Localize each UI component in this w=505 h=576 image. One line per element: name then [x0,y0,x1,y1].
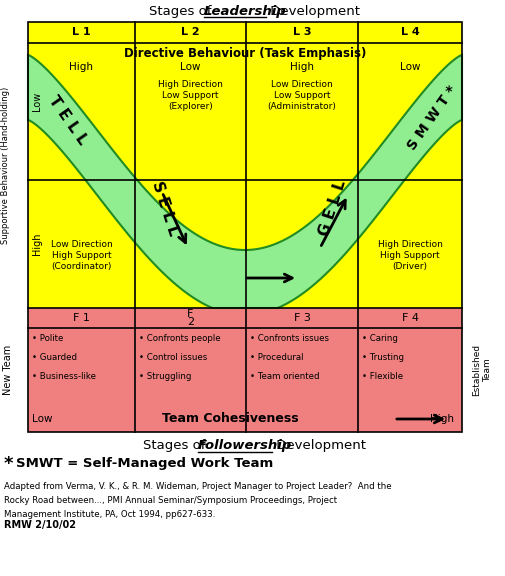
Text: Adapted from Verma, V. K., & R. M. Wideman, Project Manager to Project Leader?  : Adapted from Verma, V. K., & R. M. Widem… [4,482,391,491]
Text: Stages of: Stages of [143,439,210,453]
Text: F 3: F 3 [293,313,311,323]
Text: High: High [32,233,42,255]
Text: Development: Development [272,439,366,453]
Text: Established
Team: Established Team [472,344,492,396]
Text: G E L L: G E L L [317,178,349,238]
Text: Followership: Followership [198,439,292,453]
Text: L 1: L 1 [72,27,91,37]
Text: Low Direction
Low Support
(Administrator): Low Direction Low Support (Administrator… [268,80,336,111]
Text: Management Institute, PA, Oct 1994, pp627-633.: Management Institute, PA, Oct 1994, pp62… [4,510,215,519]
Text: Low Direction
High Support
(Coordinator): Low Direction High Support (Coordinator) [50,240,113,271]
Text: Low: Low [32,414,53,424]
Text: • Caring: • Caring [362,334,398,343]
Text: New Team: New Team [3,345,13,395]
Text: Low: Low [180,62,201,72]
Text: High: High [290,62,314,72]
Text: Supportive Behaviour (Hand-holding): Supportive Behaviour (Hand-holding) [2,86,11,244]
Text: T E L L: T E L L [46,93,90,147]
Text: *: * [4,455,14,473]
Text: Development: Development [266,5,360,17]
Text: • Procedural: • Procedural [250,353,304,362]
Text: L 2: L 2 [181,27,200,37]
Text: • Control issues: • Control issues [139,353,207,362]
Text: • Struggling: • Struggling [139,372,191,381]
Text: High: High [430,414,454,424]
Text: S E L L: S E L L [149,179,181,237]
Text: • Confronts people: • Confronts people [139,334,221,343]
Text: • Guarded: • Guarded [32,353,77,362]
Text: High Direction
High Support
(Driver): High Direction High Support (Driver) [378,240,442,271]
Bar [28,22,462,432]
Polygon shape [28,55,462,308]
Text: Team Cohesiveness: Team Cohesiveness [162,412,298,426]
Text: Leadership: Leadership [204,5,287,17]
Text: High: High [70,62,93,72]
Text: S M W T *: S M W T * [405,83,460,153]
Text: Rocky Road between..., PMI Annual Seminar/Symposium Proceedings, Project: Rocky Road between..., PMI Annual Semina… [4,496,337,505]
Text: F 1: F 1 [73,313,90,323]
Text: High Direction
Low Support
(Explorer): High Direction Low Support (Explorer) [158,80,223,111]
Text: F
2: F 2 [187,309,194,327]
Bar [28,22,462,308]
Text: L 4: L 4 [400,27,419,37]
Bar [28,308,462,432]
Text: Stages of: Stages of [149,5,216,17]
Text: SMWT = Self-Managed Work Team: SMWT = Self-Managed Work Team [16,457,273,471]
Text: Low: Low [400,62,420,72]
Text: RMW 2/10/02: RMW 2/10/02 [4,520,76,530]
Text: • Polite: • Polite [32,334,63,343]
Text: • Confronts issues: • Confronts issues [250,334,329,343]
Text: • Business-like: • Business-like [32,372,96,381]
Text: Directive Behaviour (Task Emphasis): Directive Behaviour (Task Emphasis) [124,47,366,60]
Text: • Team oriented: • Team oriented [250,372,320,381]
Text: • Flexible: • Flexible [362,372,403,381]
Text: L 3: L 3 [293,27,311,37]
Text: • Trusting: • Trusting [362,353,404,362]
Text: Low: Low [32,92,42,111]
Text: F 4: F 4 [401,313,419,323]
